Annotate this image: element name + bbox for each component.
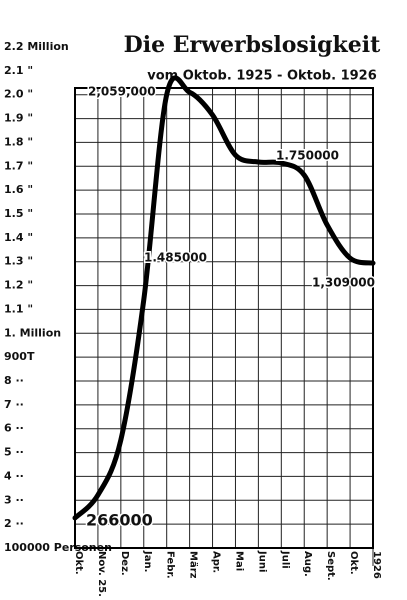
x-tick-label: Jan. bbox=[142, 550, 153, 572]
y-tick-label: 8 ·· bbox=[4, 374, 24, 387]
y-tick-label: 1. Million bbox=[4, 326, 61, 339]
x-tick-label: 1926 bbox=[371, 551, 382, 579]
x-tick-label: Aug. bbox=[302, 551, 313, 577]
x-tick-label: Nov. 25. bbox=[96, 551, 107, 597]
chart-title: Die Erwerbslosigkeit bbox=[124, 32, 382, 58]
x-tick-label: Okt. bbox=[348, 551, 359, 575]
x-tick-label: Okt. bbox=[73, 551, 84, 575]
y-tick-label: 1.5 " bbox=[4, 207, 33, 220]
annotation: 2,059,000 bbox=[88, 85, 156, 99]
x-tick-label: Febr. bbox=[165, 551, 176, 579]
y-tick-label: 7 ·· bbox=[4, 398, 24, 411]
annotation: 1.485000 bbox=[144, 251, 207, 265]
y-tick-label: 2 ·· bbox=[4, 517, 24, 530]
x-tick-label: Apr. bbox=[211, 551, 222, 573]
annotation: 266000 bbox=[86, 511, 153, 530]
annotation: 1.750000 bbox=[276, 149, 339, 163]
x-tick-label: Mai bbox=[233, 551, 244, 571]
y-tick-label: 1.2 " bbox=[4, 279, 33, 292]
y-tick-label: 100000 Personen bbox=[4, 541, 112, 554]
annotation: 1,309000 bbox=[312, 276, 375, 290]
x-tick-label: Juni bbox=[256, 550, 267, 572]
y-tick-label: 5 ·· bbox=[4, 446, 24, 459]
y-tick-label: 2.2 Million bbox=[4, 40, 69, 53]
x-tick-label: Juli bbox=[279, 550, 290, 569]
x-tick-label: März bbox=[188, 551, 199, 579]
y-tick-label: 1.6 " bbox=[4, 183, 33, 196]
y-tick-label: 2.1 " bbox=[4, 64, 33, 77]
y-tick-label: 1.3 " bbox=[4, 255, 33, 268]
y-tick-label: 1.8 " bbox=[4, 135, 33, 148]
y-tick-label: 1.1 " bbox=[4, 302, 33, 315]
data-line bbox=[72, 75, 376, 521]
chart-subtitle: vom Oktob. 1925 - Oktob. 1926 bbox=[147, 69, 377, 84]
y-tick-label: 900T bbox=[4, 350, 35, 363]
y-tick-label: 4 ·· bbox=[4, 469, 24, 482]
x-tick-label: Sept. bbox=[325, 551, 336, 581]
y-tick-label: 1.7 " bbox=[4, 159, 33, 172]
x-tick-label: Dez. bbox=[119, 551, 130, 576]
plot-frame bbox=[74, 87, 374, 549]
y-tick-label: 1.9 " bbox=[4, 112, 33, 125]
y-tick-label: 1.4 " bbox=[4, 231, 33, 244]
y-tick-label: 3 ·· bbox=[4, 493, 24, 506]
y-tick-label: 6 ·· bbox=[4, 422, 24, 435]
y-tick-label: 2.0 " bbox=[4, 88, 33, 101]
